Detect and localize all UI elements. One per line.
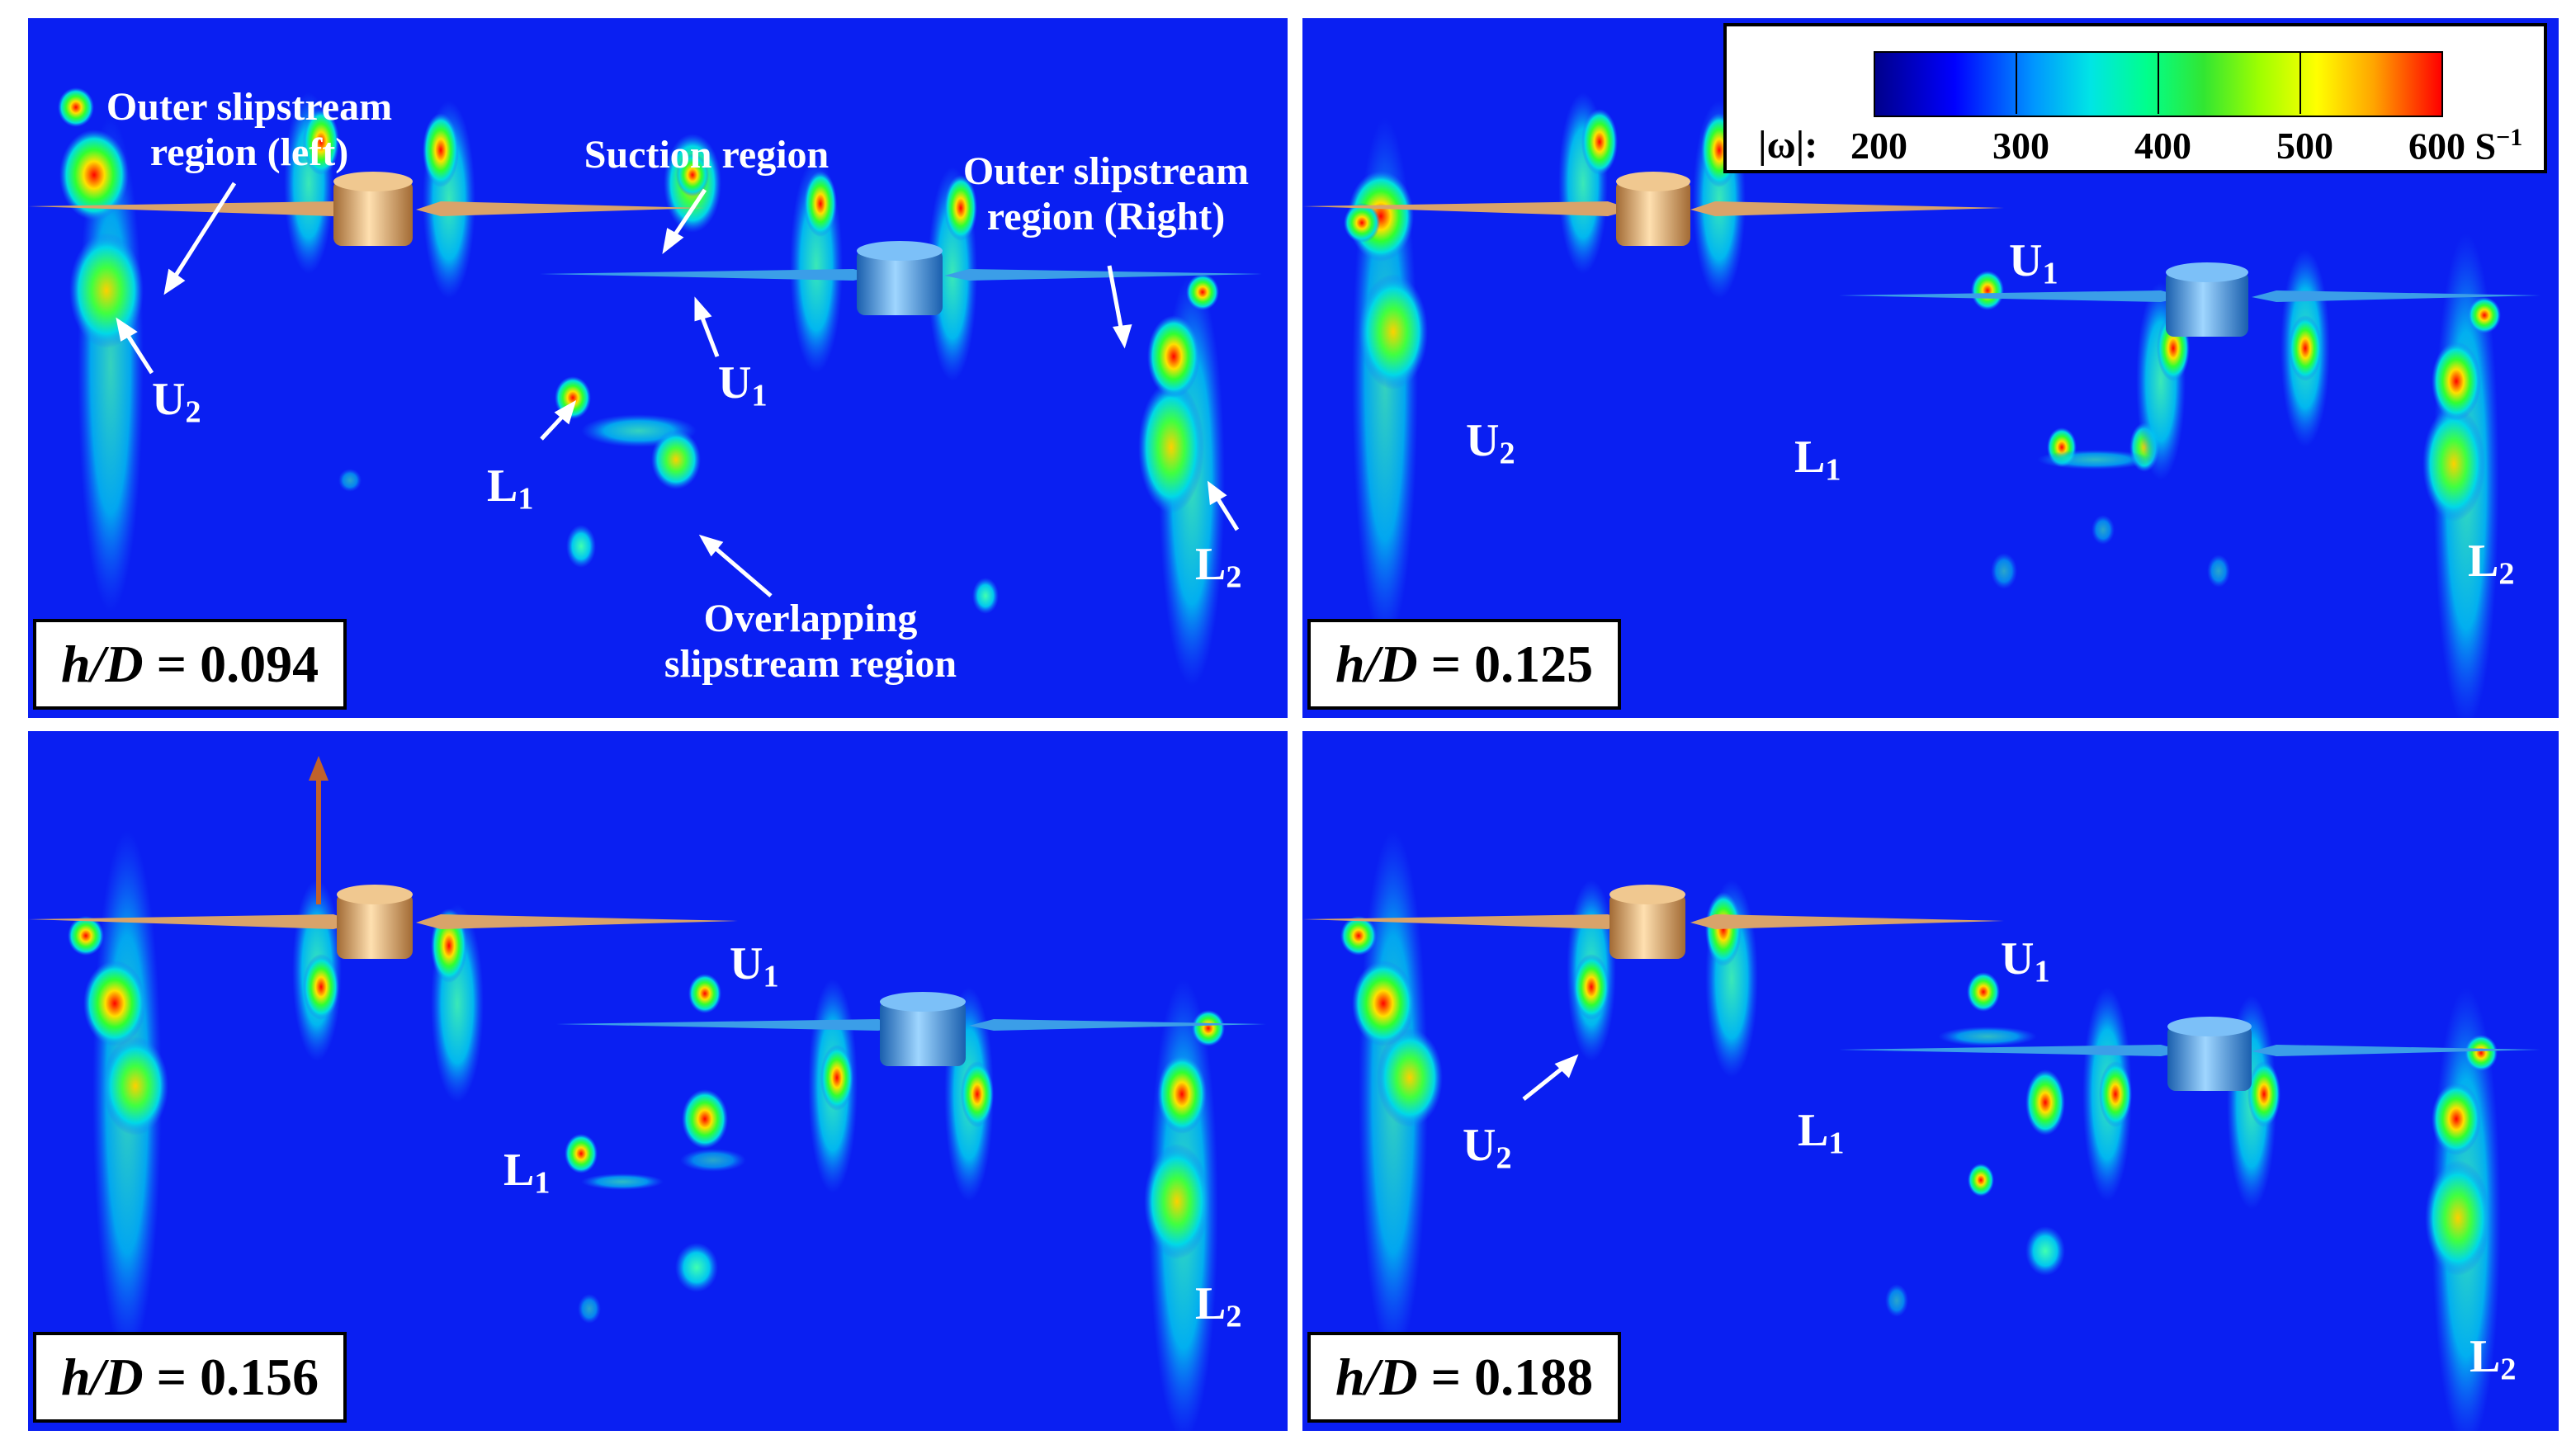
upper-rotor-hub: [333, 180, 413, 246]
vortex-label-l1: L1: [487, 460, 534, 517]
panel-bottom-right: U1 U2 L1 L2 h/D = 0.188: [1302, 731, 2559, 1431]
colorbar-tick-label: 200: [1850, 125, 1907, 167]
colorbar-max-label: 600 S−1: [2408, 124, 2523, 168]
vortex-label-u1: U1: [2009, 235, 2058, 291]
vortex-label-u1: U1: [718, 357, 768, 413]
region-outer-right: Outer slipstream region (Right): [962, 149, 1250, 239]
region-outer-left: Outer slipstream region (left): [106, 85, 393, 175]
hd-readout-bl: h/D = 0.156: [33, 1332, 347, 1423]
vortex-label-u2: U2: [1463, 1120, 1512, 1176]
vorticity-field-tr: [1302, 92, 2541, 718]
vortex-label-u2: U2: [152, 374, 201, 430]
lower-rotor-hub: [2166, 271, 2248, 337]
hd-readout-br: h/D = 0.188: [1307, 1332, 1622, 1423]
colorbar-tick: [2299, 51, 2301, 114]
upward-motion-arrow: [309, 756, 328, 904]
panel-top-left: Outer slipstream region (left) Suction re…: [28, 18, 1288, 718]
vortex-label-l2: L2: [2468, 536, 2515, 592]
colorbar-tick-label: 500: [2276, 125, 2333, 167]
colorbar-tick-label: 400: [2134, 125, 2191, 167]
lower-rotor-hub: [880, 1000, 966, 1066]
vorticity-field-bl: [28, 756, 1266, 1431]
region-overlapping: Overlapping slipstream region: [664, 597, 957, 687]
vorticity-field-tl: [28, 87, 1262, 687]
upper-rotor-hub: [337, 893, 413, 959]
hd-readout-tl: h/D = 0.094: [33, 619, 347, 710]
vortex-label-l2: L2: [2470, 1331, 2517, 1387]
vortex-label-l2: L2: [1195, 539, 1242, 595]
vorticity-field-br: [1302, 830, 2541, 1431]
hd-readout-tr: h/D = 0.125: [1307, 619, 1622, 710]
vortex-label-l1: L1: [503, 1145, 551, 1201]
vorticity-colorbar: |ω|: 200 300 400 500 600 S−1: [1723, 23, 2547, 173]
panel-bottom-left: U1 L1 L2 h/D = 0.156: [28, 731, 1288, 1431]
upper-rotor-hub: [1616, 180, 1690, 246]
colorbar-tick: [2158, 51, 2159, 114]
upper-rotor-hub: [1609, 893, 1685, 959]
colorbar-tick-label: 300: [1992, 125, 2049, 167]
vortex-label-u1: U1: [2001, 933, 2050, 989]
vortex-label-u1: U1: [730, 938, 779, 994]
vortex-label-l1: L1: [1794, 432, 1841, 488]
colorbar-tick: [2016, 51, 2017, 114]
vortex-label-u2: U2: [1466, 415, 1515, 471]
vortex-label-l1: L1: [1798, 1105, 1845, 1161]
lower-rotor-hub: [857, 249, 943, 315]
lower-rotor-hub: [2167, 1025, 2252, 1091]
region-suction: Suction region: [584, 133, 830, 177]
colorbar-symbol: |ω|:: [1758, 123, 1818, 167]
vortex-label-l2: L2: [1195, 1278, 1242, 1334]
